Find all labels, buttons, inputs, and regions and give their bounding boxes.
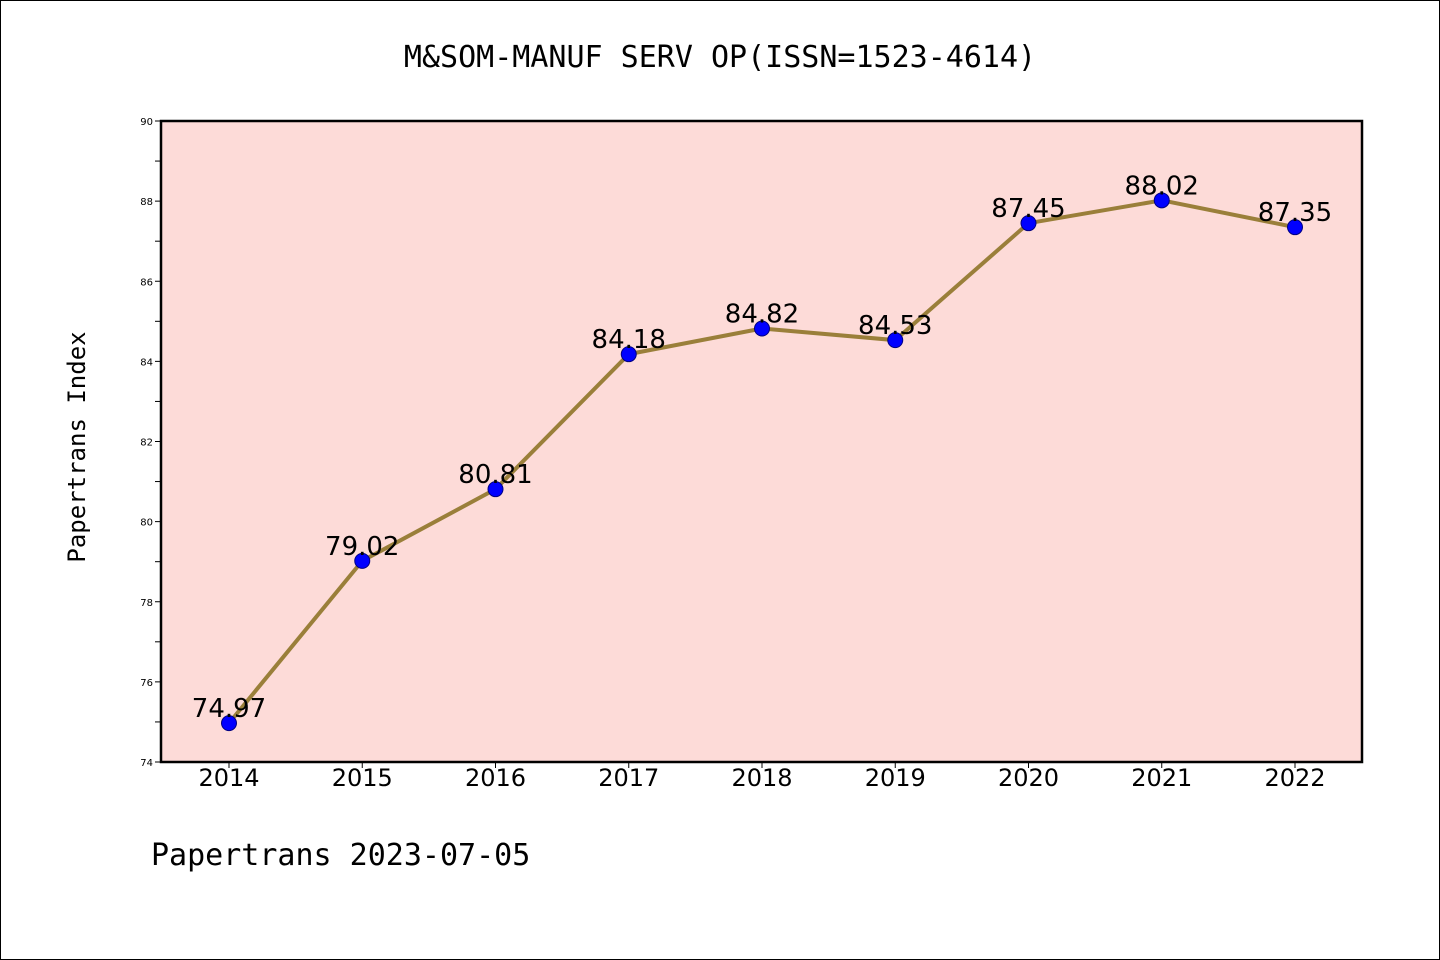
data-labels: 74.97 79.02 80.81 84.18 84.82 84.53 87.45 88.02…	[192, 171, 1332, 724]
data-point	[1287, 219, 1303, 236]
data-label: 87.45	[991, 194, 1065, 224]
x-tick-label: 2017	[598, 764, 659, 792]
footer-date: Papertrans 2023-07-05	[151, 838, 530, 873]
data-point	[754, 320, 770, 337]
data-label: 80.81	[458, 460, 532, 490]
x-tick-label: 2020	[998, 764, 1059, 792]
data-point	[1020, 215, 1037, 232]
data-point	[620, 346, 637, 363]
y-tick-label: 74	[140, 758, 153, 769]
x-tick-label: 2019	[865, 764, 926, 792]
y-axis: 74 76 78 80 82 84 86 88 90	[140, 117, 161, 769]
data-markers	[221, 192, 1303, 732]
data-point	[1153, 192, 1170, 209]
data-label: 79.02	[325, 532, 399, 562]
data-label: 84.53	[858, 311, 932, 341]
y-tick-label: 84	[140, 357, 153, 368]
y-axis-label: Papertrans Index	[63, 331, 91, 562]
y-tick-label: 88	[140, 197, 153, 208]
data-point	[887, 332, 904, 349]
plot-area	[159, 119, 1364, 764]
y-tick-label: 86	[140, 277, 153, 288]
x-tick-label: 2021	[1131, 764, 1192, 792]
y-tick-label: 90	[140, 117, 153, 128]
x-tick-label: 2022	[1264, 764, 1325, 792]
x-tick-label: 2016	[465, 764, 526, 792]
y-tick-label: 76	[140, 678, 153, 689]
data-point	[487, 481, 504, 498]
data-point	[354, 552, 371, 569]
y-tick-label: 78	[140, 598, 153, 609]
chart-title: M&SOM-MANUF SERV OP(ISSN=1523-4614)	[404, 40, 1036, 75]
y-tick-label: 80	[140, 518, 153, 529]
data-label: 88.02	[1125, 171, 1199, 201]
data-label: 87.35	[1258, 198, 1332, 228]
data-label: 74.97	[192, 694, 266, 724]
data-label: 84.18	[592, 325, 666, 355]
x-tick-label: 2015	[332, 764, 393, 792]
data-label: 84.82	[725, 300, 799, 330]
y-tick-label: 82	[140, 438, 153, 449]
x-tick-label: 2014	[198, 764, 259, 792]
x-axis: 2014 2015 2016 2017 2018 2019 2020 2021 2022	[198, 762, 1326, 792]
x-tick-label: 2018	[731, 764, 792, 792]
data-point	[221, 715, 237, 732]
